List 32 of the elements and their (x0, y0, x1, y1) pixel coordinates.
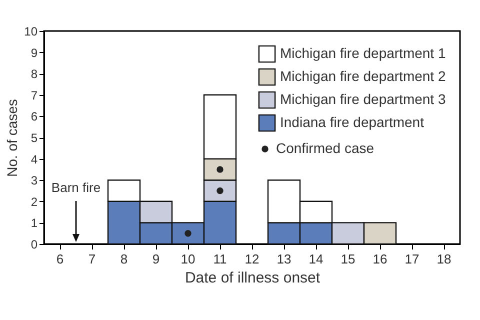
x-tick-label: 6 (56, 252, 64, 266)
legend-label: Michigan fire department 1 (280, 45, 446, 61)
x-axis-title: Date of illness onset (184, 270, 321, 286)
y-tick-label: 3 (30, 174, 38, 188)
legend-label: Michigan fire department 3 (280, 91, 446, 107)
y-axis-title: No. of cases (4, 99, 20, 177)
y-tick-label: 9 (30, 46, 38, 60)
y-tick-label: 5 (30, 131, 38, 145)
x-tick-label: 14 (308, 252, 324, 266)
x-tick-label: 7 (88, 252, 96, 266)
x-tick-label: 18 (436, 252, 452, 266)
legend-label: Indiana fire department (280, 114, 424, 130)
y-tick-label: 0 (30, 238, 38, 252)
x-tick-label: 11 (213, 252, 227, 266)
legend-label: Michigan fire department 2 (280, 68, 446, 84)
x-tick-label: 8 (120, 252, 128, 266)
x-tick-label: 13 (276, 252, 292, 266)
y-tick-label: 10 (24, 24, 38, 38)
y-tick-label: 7 (30, 88, 38, 102)
y-tick-label: 4 (30, 152, 38, 166)
legend-label: Confirmed case (276, 140, 374, 156)
x-tick-label: 9 (152, 252, 160, 266)
y-tick-label: 1 (30, 216, 38, 230)
y-tick-label: 8 (30, 67, 38, 82)
y-tick-label: 2 (30, 194, 38, 209)
x-tick-label: 12 (244, 252, 260, 266)
x-tick-label: 10 (180, 252, 196, 266)
x-tick-label: 16 (372, 252, 388, 266)
annotation: Barn fire (51, 180, 101, 195)
x-tick-label: 17 (404, 252, 420, 266)
x-tick-label: 15 (340, 252, 356, 266)
y-tick-label: 6 (30, 110, 38, 124)
